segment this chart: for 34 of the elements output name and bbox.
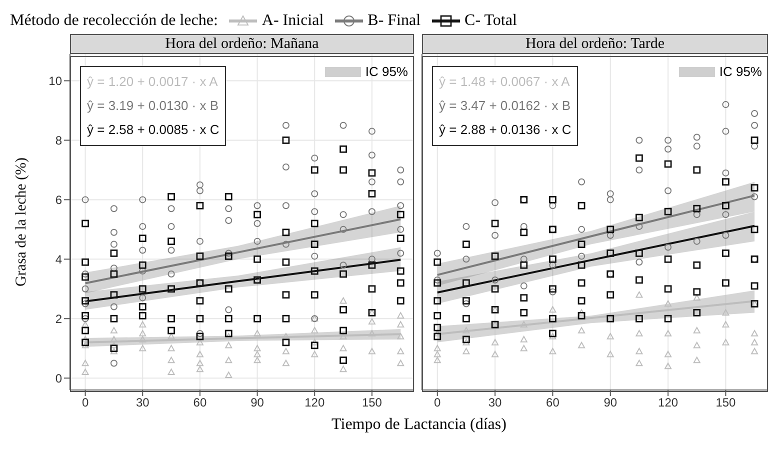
chart-title: Hora del ordeño: Tarde <box>422 34 768 54</box>
annotation: ŷ = 2.58 + 0.0085 · x C <box>87 121 220 139</box>
annotation: ŷ = 2.88 + 0.0136 · x C <box>439 121 572 139</box>
y-axis-title: Grasa de la leche (%) <box>13 157 30 287</box>
x-tick-label: 0 <box>82 396 89 410</box>
annotation: IC 95% <box>365 64 408 79</box>
y-tick-label: 2 <box>55 312 62 326</box>
x-tick-label: 120 <box>304 396 325 410</box>
y-tick-label: 4 <box>55 252 62 266</box>
y-tick-label: 6 <box>55 192 62 207</box>
x-tick-label: 150 <box>716 396 736 410</box>
legend-title: Método de recolección de leche: <box>10 12 218 30</box>
y-tick-label: 8 <box>55 133 62 148</box>
legend-label: B- Final <box>368 12 421 30</box>
x-tick-label: 30 <box>136 396 150 410</box>
x-tick-label: 150 <box>362 396 382 410</box>
x-tick-label: 90 <box>250 396 264 410</box>
x-tick-label: 120 <box>658 396 678 410</box>
chart-title: Hora del ordeño: Mañana <box>70 34 414 54</box>
x-tick-label: 60 <box>546 396 560 410</box>
annotation: ŷ = 1.20 + 0.0017 · x A <box>87 73 219 91</box>
annotation: ŷ = 3.19 + 0.0130 · x B <box>87 97 220 115</box>
x-axis-title: Tiempo de Lactancia (días) <box>330 416 508 434</box>
annotation: ŷ = 3.47 + 0.0162 · x B <box>439 97 572 115</box>
legend-label: C- Total <box>464 12 517 30</box>
annotation: IC 95% <box>719 64 762 79</box>
x-tick-label: 0 <box>434 396 442 410</box>
x-tick-label: 30 <box>488 396 502 410</box>
y-tick-label: 10 <box>48 74 62 88</box>
legend-label: A- Inicial <box>262 12 324 30</box>
annotation: ŷ = 1.48 + 0.0067 · x A <box>439 73 571 91</box>
y-tick-label: 0 <box>55 371 62 386</box>
x-tick-label: 90 <box>604 396 618 410</box>
x-tick-label: 60 <box>193 396 207 410</box>
